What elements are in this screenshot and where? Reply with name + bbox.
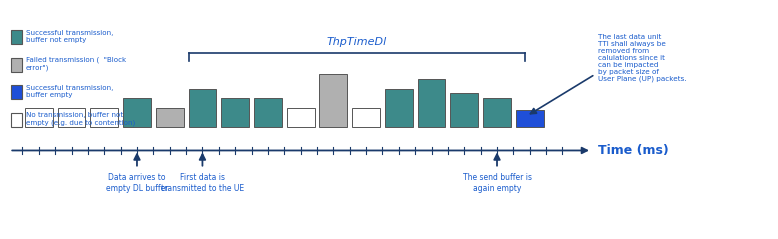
Text: ThpTimeDl: ThpTimeDl xyxy=(327,37,387,47)
Bar xyxy=(123,98,151,127)
Bar xyxy=(156,108,184,127)
Text: The last data unit
TTI shall always be
removed from
calulations since it
can be : The last data unit TTI shall always be r… xyxy=(598,34,687,82)
Bar xyxy=(352,108,380,127)
Bar xyxy=(385,88,413,127)
Text: No transmission, buffer not
empty (e.g. due to contention): No transmission, buffer not empty (e.g. … xyxy=(26,112,135,126)
Text: Successful transmission,
buffer empty: Successful transmission, buffer empty xyxy=(26,85,114,98)
Bar xyxy=(58,108,86,127)
FancyBboxPatch shape xyxy=(11,113,23,127)
Bar xyxy=(221,98,249,127)
Bar xyxy=(25,108,53,127)
FancyBboxPatch shape xyxy=(11,58,23,72)
Bar xyxy=(254,98,282,127)
Text: Failed transmission (  "Block
error"): Failed transmission ( "Block error") xyxy=(26,57,126,71)
Bar xyxy=(320,74,347,127)
FancyBboxPatch shape xyxy=(11,30,23,44)
Text: First data is
transmitted to the UE: First data is transmitted to the UE xyxy=(161,173,244,193)
Text: Time (ms): Time (ms) xyxy=(598,144,669,157)
FancyBboxPatch shape xyxy=(11,85,23,99)
Bar xyxy=(450,93,478,127)
Text: The send buffer is
again empty: The send buffer is again empty xyxy=(462,173,531,193)
Bar xyxy=(516,110,544,127)
Text: Successful transmission,
buffer not empty: Successful transmission, buffer not empt… xyxy=(26,30,114,43)
Text: Data arrives to
empty DL buffer: Data arrives to empty DL buffer xyxy=(106,173,168,193)
Bar xyxy=(90,108,118,127)
Bar xyxy=(418,79,446,127)
Bar xyxy=(483,98,511,127)
Bar xyxy=(287,108,314,127)
Bar xyxy=(188,88,216,127)
